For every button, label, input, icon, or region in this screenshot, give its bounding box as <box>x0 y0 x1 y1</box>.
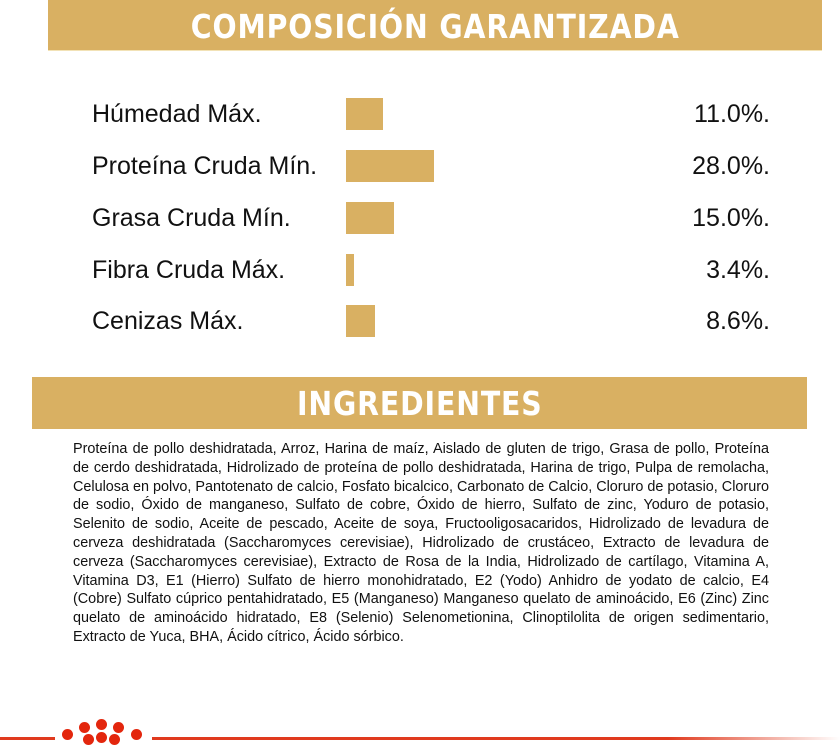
composition-value: 11.0%. <box>694 100 770 128</box>
composition-label: Húmedad Máx. <box>92 100 262 128</box>
composition-value: 15.0%. <box>692 204 770 232</box>
composition-bar <box>346 98 383 130</box>
composition-label: Grasa Cruda Mín. <box>92 204 291 232</box>
footer-divider-right <box>152 737 840 740</box>
composition-value: 8.6%. <box>706 307 770 335</box>
ingredients-text: Proteína de pollo deshidratada, Arroz, H… <box>73 441 769 645</box>
composition-bar <box>346 305 375 337</box>
composition-label: Cenizas Máx. <box>92 307 244 335</box>
ingredients-title: INGREDIENTES <box>296 384 543 423</box>
composition-bar <box>346 254 354 286</box>
composition-value: 3.4%. <box>706 256 770 284</box>
composition-value: 28.0%. <box>692 152 770 180</box>
composition-label: Fibra Cruda Máx. <box>92 256 286 284</box>
composition-row: Húmedad Máx. 11.0%. <box>0 98 840 130</box>
composition-bar <box>346 202 394 234</box>
composition-row: Proteína Cruda Mín. 28.0%. <box>0 150 840 182</box>
composition-bar <box>346 150 434 182</box>
composition-header: COMPOSICIÓN GARANTIZADA <box>48 0 822 51</box>
ingredients-header: INGREDIENTES <box>32 377 807 429</box>
composition-title: COMPOSICIÓN GARANTIZADA <box>190 7 680 46</box>
composition-row: Cenizas Máx. 8.6%. <box>0 305 840 337</box>
composition-label: Proteína Cruda Mín. <box>92 152 318 180</box>
composition-row: Fibra Cruda Máx. 3.4%. <box>0 254 840 286</box>
footer-divider-left <box>0 737 55 740</box>
composition-row: Grasa Cruda Mín. 15.0%. <box>0 202 840 234</box>
